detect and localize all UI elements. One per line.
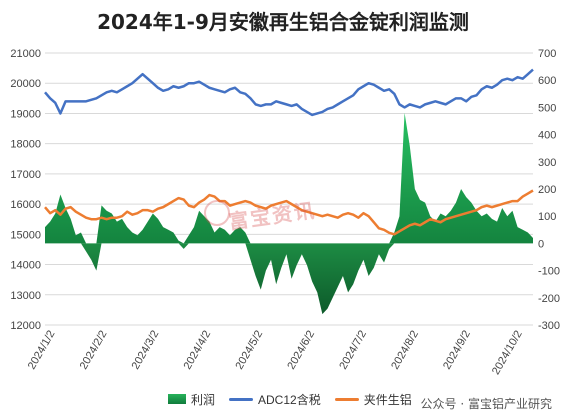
- y-left-tick-label: 12000: [10, 320, 41, 332]
- profit-area-positive: [45, 112, 533, 244]
- scrap-aluminum-line: [44, 189, 534, 236]
- y-left-tick-label: 14000: [10, 260, 41, 272]
- y-left-tick-label: 19000: [10, 108, 41, 120]
- legend-label-profit: 利润: [191, 392, 216, 407]
- y-left-tick-label: 16000: [10, 199, 41, 211]
- y-right-tick-label: 600: [538, 75, 556, 87]
- y-right-tick-label: 100: [538, 211, 556, 223]
- legend-item-profit: 利润: [168, 391, 215, 408]
- y-left-tick-label: 18000: [10, 139, 41, 151]
- x-tick-label: 2024/10/2: [490, 329, 525, 377]
- x-tick-label: 2024/4/2: [182, 329, 214, 372]
- x-tick-label: 2024/5/2: [233, 329, 265, 372]
- y-right-tick-label: 700: [538, 48, 556, 60]
- y-left-tick-label: 20000: [10, 78, 41, 90]
- x-tick-label: 2024/3/2: [130, 329, 162, 372]
- legend-swatch-profit: [168, 394, 186, 404]
- chart-title: 2024年1-9月安徽再生铝合金锭利润监测: [97, 10, 469, 34]
- x-tick-label: 2024/6/2: [285, 329, 317, 372]
- y-right-tick-label: 500: [538, 102, 556, 114]
- footer-attribution: 公众号 · 富宝铝产业研究: [420, 397, 552, 411]
- legend-label-adc12: ADC12含税: [258, 392, 321, 407]
- profit-area-negative: [45, 243, 533, 315]
- x-tick-label: 2024/2/2: [78, 329, 110, 372]
- x-tick-label: 2024/8/2: [389, 329, 421, 372]
- y-right-tick-label: -100: [538, 266, 560, 278]
- x-tick-label: 2024/1/2: [26, 329, 58, 372]
- y-right-tick-label: -300: [538, 320, 560, 332]
- y-right-tick-label: -200: [538, 293, 560, 305]
- y-left-tick-label: 13000: [10, 290, 41, 302]
- legend-item-adc12: ADC12含税: [229, 391, 321, 408]
- legend-item-scrap: 夹件生铝: [334, 391, 412, 408]
- y-right-tick-label: 400: [538, 130, 556, 142]
- legend-swatch-adc12: [229, 397, 254, 401]
- adc12-line: [44, 68, 534, 117]
- watermark-logo-icon: [204, 200, 230, 226]
- y-right-tick-label: 300: [538, 157, 556, 169]
- y-left-tick-label: 15000: [10, 229, 41, 241]
- y-left-tick-label: 21000: [10, 48, 41, 60]
- y-right-tick-label: 0: [538, 238, 544, 250]
- legend-swatch-scrap: [334, 397, 359, 401]
- y-right-tick-label: 200: [538, 184, 556, 196]
- legend-label-scrap: 夹件生铝: [363, 392, 412, 407]
- x-tick-label: 2024/9/2: [441, 329, 473, 372]
- y-left-tick-label: 17000: [10, 169, 41, 181]
- x-tick-label: 2024/7/2: [337, 329, 369, 372]
- chart-legend: 利润 ADC12含税 夹件生铝: [168, 390, 426, 408]
